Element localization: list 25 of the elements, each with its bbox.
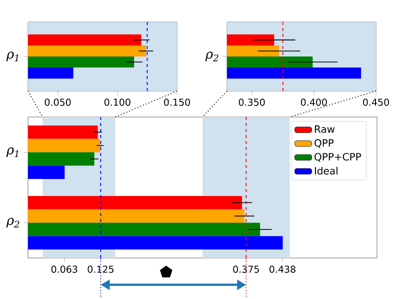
y-tick-label: ρ$_{1}$	[6, 147, 18, 158]
x-tick-label: 0.450	[363, 98, 389, 106]
x-tick-label: 0.150	[164, 98, 190, 106]
x-tick-label: 0.400	[300, 98, 327, 106]
x-tick-label: 0.063	[51, 266, 78, 273]
legend-label: Raw	[314, 125, 335, 133]
x-tick-label: 0.375	[233, 266, 259, 273]
x-tick-label: 0.050	[44, 98, 71, 106]
x-tick-label: 0.100	[104, 98, 130, 106]
legend-label: QPP	[314, 139, 334, 148]
x-tick-label: 0.350	[238, 98, 265, 106]
x-tick-label: 0.438	[270, 266, 296, 273]
bar	[28, 138, 100, 152]
bar	[28, 196, 242, 210]
y-tick-label: ρ$_{2}$	[205, 52, 218, 62]
y-tick-label: ρ$_{2}$	[6, 218, 20, 228]
bar	[28, 166, 65, 180]
x-tick-label: 0.125	[88, 266, 114, 273]
legend-label: Ideal	[314, 166, 338, 175]
bar	[28, 125, 98, 139]
bar	[28, 152, 94, 166]
bar	[28, 209, 244, 223]
y-tick-label: ρ$_{1}$	[6, 52, 18, 62]
bar	[28, 222, 260, 236]
legend-label: QPP+CPP	[314, 152, 361, 162]
